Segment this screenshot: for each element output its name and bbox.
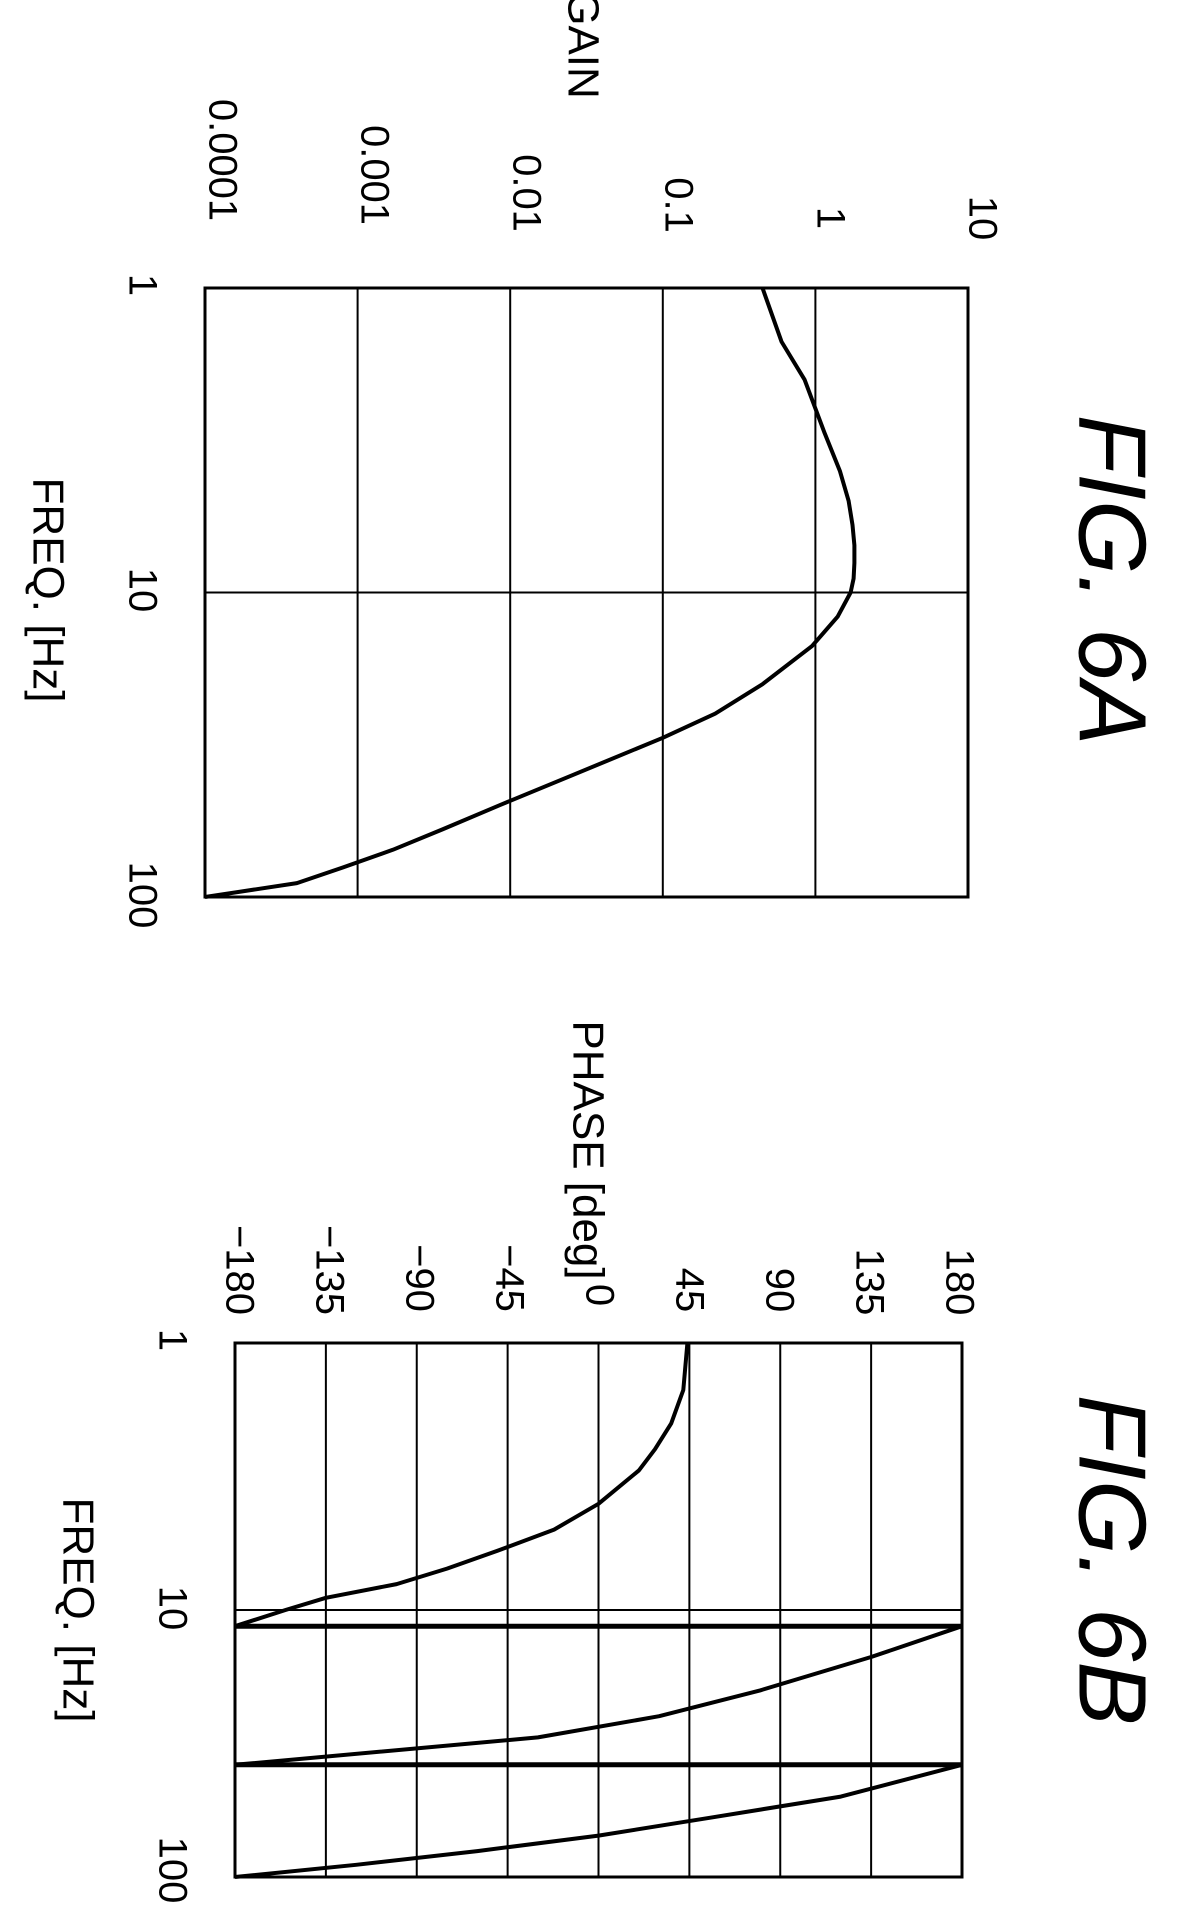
- phase-y-tick-label: 180: [937, 1249, 981, 1316]
- gain-x-tick-label: 1: [120, 274, 164, 296]
- phase-curve-segment: [234, 1762, 963, 1879]
- phase-x-tick-label: 10: [150, 1586, 194, 1631]
- phase-plot-area: [233, 1341, 964, 1879]
- fig-6a-label: FIG. 6A: [1059, 415, 1166, 746]
- phase-x-tick-label: 100: [150, 1837, 194, 1904]
- phase-y-tick-label: 90: [757, 1268, 801, 1313]
- gain-x-axis-title: FREQ. [Hz]: [23, 478, 72, 703]
- gain-y-tick-label: 0.001: [352, 125, 396, 225]
- gain-axis-title: GAIN: [558, 0, 607, 99]
- fig-6b-label: FIG. 6B: [1059, 1395, 1166, 1726]
- phase-y-tick-label: 135: [847, 1249, 891, 1316]
- gain-y-tick-label: 10: [960, 196, 1004, 241]
- phase-y-tick-label: −135: [307, 1225, 351, 1315]
- gain-y-tick-label: 0.0001: [200, 99, 244, 221]
- gain-y-tick-label: 0.1: [656, 177, 700, 233]
- gain-x-tick-label: 10: [120, 568, 164, 613]
- gain-y-tick-label: 1: [808, 207, 852, 229]
- phase-axis-title: PHASE [deg]: [563, 1020, 612, 1279]
- phase-y-tick-label: −90: [397, 1244, 441, 1312]
- gain-curve: [204, 287, 857, 899]
- phase-chart: PHASE [deg] FREQ. [Hz] FIG. 6B −180 −135…: [53, 1020, 1165, 1903]
- phase-x-tick-label: 1: [150, 1329, 194, 1351]
- gain-chart: GAIN FREQ. [Hz] FIG. 6A 0.0001 0.001 0.0…: [23, 0, 1165, 928]
- gain-x-tick-label: 100: [120, 862, 164, 929]
- gain-y-tick-label: 0.01: [504, 154, 548, 232]
- phase-curve-segment: [234, 1342, 690, 1629]
- phase-curve-segment: [234, 1624, 963, 1767]
- phase-y-tick-label: −180: [217, 1225, 261, 1315]
- phase-y-tick-label: 45: [667, 1268, 711, 1313]
- phase-y-tick-label: −45: [487, 1244, 531, 1312]
- phase-x-axis-title: FREQ. [Hz]: [53, 1498, 102, 1723]
- phase-y-tick-label: 0: [577, 1284, 621, 1306]
- gain-plot-area: [203, 286, 970, 899]
